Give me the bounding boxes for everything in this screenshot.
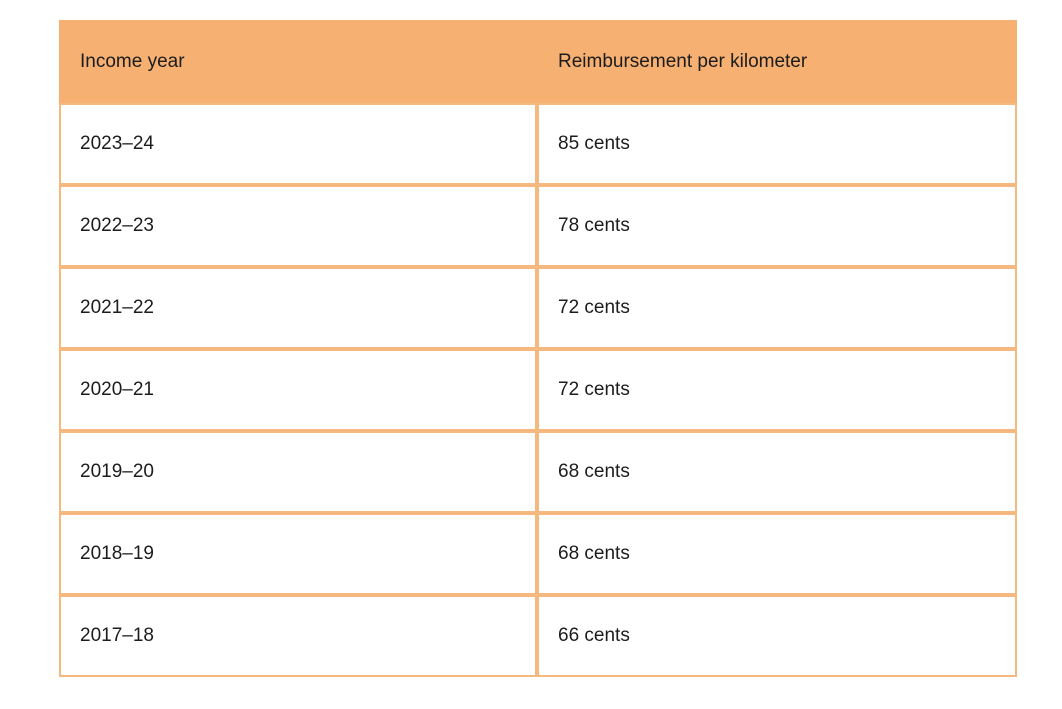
cell-income-year: 2017–18 — [59, 595, 537, 677]
column-header-income-year: Income year — [59, 20, 537, 103]
cell-reimbursement: 72 cents — [537, 349, 1017, 431]
column-header-reimbursement: Reimbursement per kilometer — [537, 20, 1017, 103]
table-header-row: Income year Reimbursement per kilometer — [59, 20, 1017, 103]
reimbursement-rates-table: Income year Reimbursement per kilometer … — [59, 20, 1017, 677]
cell-income-year: 2020–21 — [59, 349, 537, 431]
cell-income-year: 2018–19 — [59, 513, 537, 595]
cell-income-year: 2019–20 — [59, 431, 537, 513]
cell-reimbursement: 72 cents — [537, 267, 1017, 349]
table-row: 2019–20 68 cents — [59, 431, 1017, 513]
table-row: 2022–23 78 cents — [59, 185, 1017, 267]
table-row: 2018–19 68 cents — [59, 513, 1017, 595]
table-row: 2023–24 85 cents — [59, 103, 1017, 185]
cell-income-year: 2023–24 — [59, 103, 537, 185]
page: Income year Reimbursement per kilometer … — [59, 20, 1017, 677]
cell-reimbursement: 78 cents — [537, 185, 1017, 267]
cell-reimbursement: 68 cents — [537, 513, 1017, 595]
table-row: 2020–21 72 cents — [59, 349, 1017, 431]
cell-income-year: 2021–22 — [59, 267, 537, 349]
table-row: 2017–18 66 cents — [59, 595, 1017, 677]
cell-income-year: 2022–23 — [59, 185, 537, 267]
cell-reimbursement: 68 cents — [537, 431, 1017, 513]
table-row: 2021–22 72 cents — [59, 267, 1017, 349]
cell-reimbursement: 66 cents — [537, 595, 1017, 677]
cell-reimbursement: 85 cents — [537, 103, 1017, 185]
